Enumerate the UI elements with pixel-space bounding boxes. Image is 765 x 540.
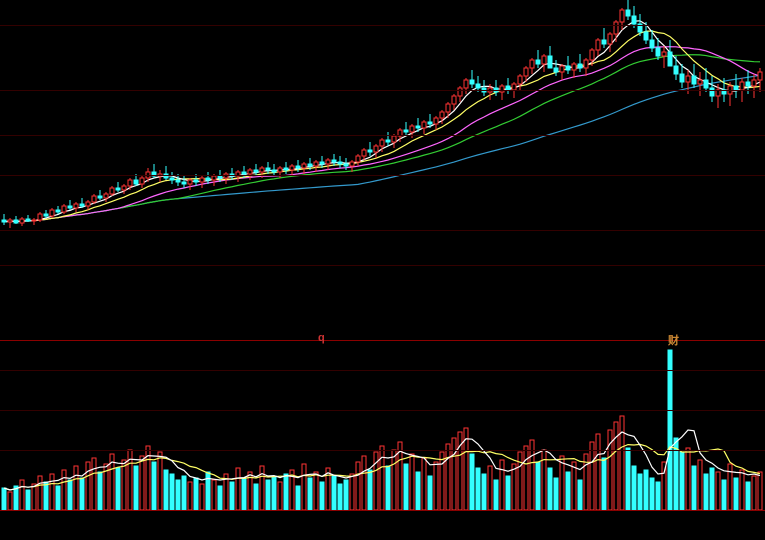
chart-marker: 财 [668, 332, 679, 348]
stock-chart-container: { "chart": { "type": "candlestick", "wid… [0, 0, 765, 540]
price-panel[interactable] [0, 0, 765, 340]
chart-marker: q [318, 332, 325, 344]
price-chart-svg [0, 0, 765, 340]
